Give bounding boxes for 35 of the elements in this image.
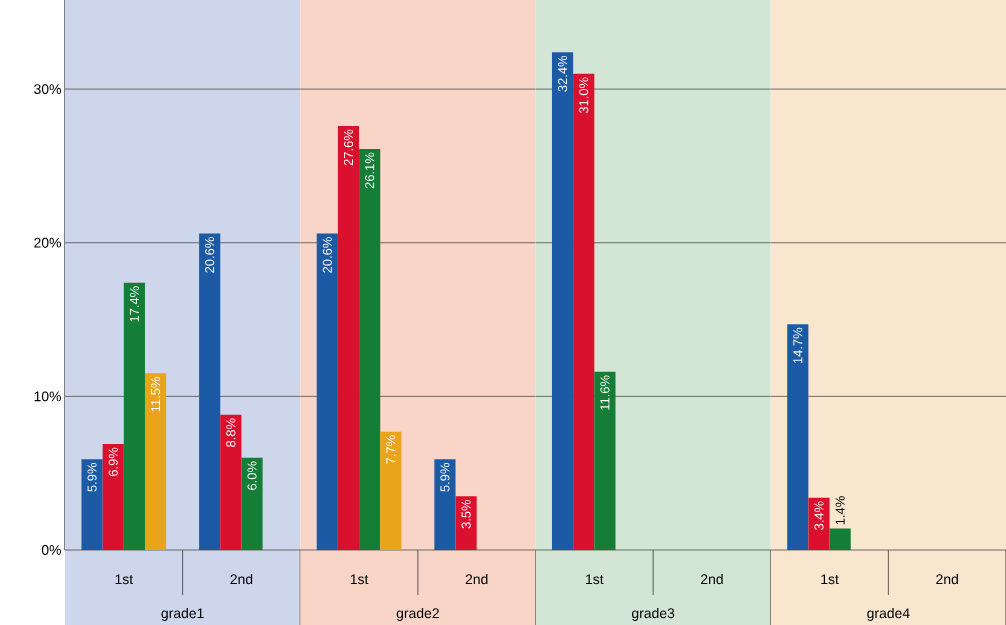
data-label: 11.5%: [151, 376, 161, 412]
data-label: 6.9%: [108, 447, 118, 477]
x-axis-title: grade4: [867, 607, 910, 621]
x-axis-title: grade1: [161, 607, 204, 621]
x-tick-label: 1st: [586, 574, 604, 585]
x-tick-label: 1st: [115, 574, 134, 585]
data-label: 20.6%: [322, 237, 332, 273]
data-label: 11.6%: [600, 375, 610, 410]
x-tick-label: 2nd: [701, 573, 723, 585]
data-label: 3.4%: [814, 501, 824, 530]
data-label: 26.1%: [365, 152, 375, 189]
data-label: 7.7%: [386, 435, 396, 464]
x-axis-title: grade3: [632, 607, 675, 621]
data-label: 32.4%: [557, 55, 568, 92]
y-tick-label: 10%: [34, 391, 61, 402]
x-tick-label: 1st: [821, 574, 839, 585]
data-label: 14.7%: [793, 327, 803, 364]
x-tick-label: 1st: [350, 574, 369, 585]
x-tick-label: 2nd: [936, 573, 958, 585]
data-label: 5.9%: [87, 463, 97, 492]
data-label: 5.9%: [440, 463, 450, 492]
x-tick-label: 2nd: [230, 573, 253, 585]
data-label: 20.6%: [205, 237, 215, 273]
data-label: 1.4%: [835, 496, 845, 525]
x-axis-title: grade2: [396, 607, 439, 621]
y-tick-label: 20%: [34, 237, 61, 248]
data-label: 27.6%: [343, 129, 354, 166]
data-label: 17.4%: [129, 286, 139, 322]
data-label: 3.5%: [461, 499, 471, 529]
data-label: 8.8%: [226, 418, 236, 447]
y-tick-label: 30%: [34, 84, 61, 95]
data-label: 6.0%: [247, 461, 257, 490]
data-label: 31.0%: [579, 77, 589, 114]
x-tick-label: 2nd: [465, 573, 488, 585]
y-tick-label: 0%: [41, 545, 61, 555]
